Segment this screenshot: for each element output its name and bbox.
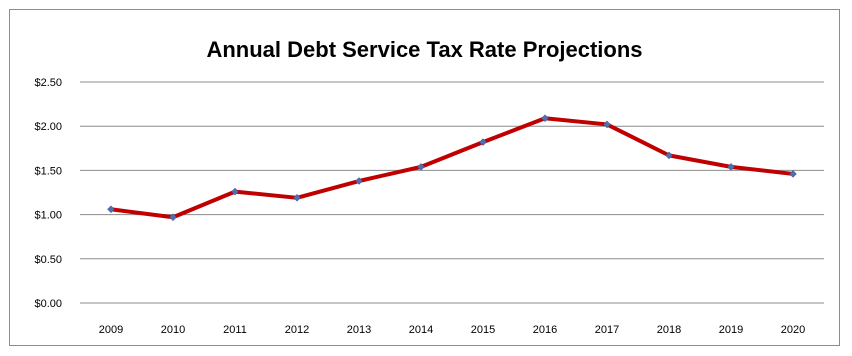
- series-line: [109, 116, 795, 220]
- data-point: [665, 151, 673, 160]
- x-tick-label: 2015: [471, 324, 495, 336]
- data-point: [417, 163, 425, 171]
- y-tick-label: $1.50: [34, 165, 62, 177]
- chart-frame: Annual Debt Service Tax Rate Projections: [9, 9, 840, 346]
- y-tick-label: $0.00: [34, 298, 62, 310]
- x-tick-label: 2013: [347, 324, 371, 336]
- gridlines: [80, 81, 824, 304]
- data-point: [541, 114, 549, 123]
- data-point: [293, 193, 301, 202]
- data-point: [107, 205, 115, 214]
- x-tick-label: 2014: [409, 324, 433, 336]
- x-tick-label: 2016: [533, 324, 557, 336]
- x-axis-ticks: 2009 2010 2011 2012 2013 2014 2015 2016 2017 2018…: [99, 324, 805, 336]
- data-point: [727, 163, 735, 171]
- data-point: [789, 170, 797, 178]
- x-tick-label: 2019: [719, 324, 743, 336]
- series-layer: [107, 114, 797, 222]
- data-point: [355, 177, 363, 185]
- y-axis-ticks: $0.00 $0.50 $1.00 $1.50 $2.00 $2.50: [34, 77, 62, 310]
- y-tick-label: $1.00: [34, 210, 62, 222]
- x-tick-label: 2020: [781, 324, 805, 336]
- data-point: [479, 138, 487, 146]
- x-tick-label: 2012: [285, 324, 309, 336]
- y-tick-label: $2.00: [34, 121, 62, 133]
- y-tick-label: $0.50: [34, 254, 62, 266]
- chart-title: Annual Debt Service Tax Rate Projections: [206, 37, 643, 62]
- x-tick-label: 2011: [223, 324, 247, 336]
- y-tick-label: $2.50: [34, 77, 62, 89]
- x-tick-label: 2009: [99, 324, 123, 336]
- x-tick-label: 2018: [657, 324, 681, 336]
- data-point: [169, 213, 177, 222]
- data-point: [231, 187, 239, 196]
- x-tick-label: 2010: [161, 324, 185, 336]
- x-tick-label: 2017: [595, 324, 619, 336]
- data-point: [603, 120, 611, 129]
